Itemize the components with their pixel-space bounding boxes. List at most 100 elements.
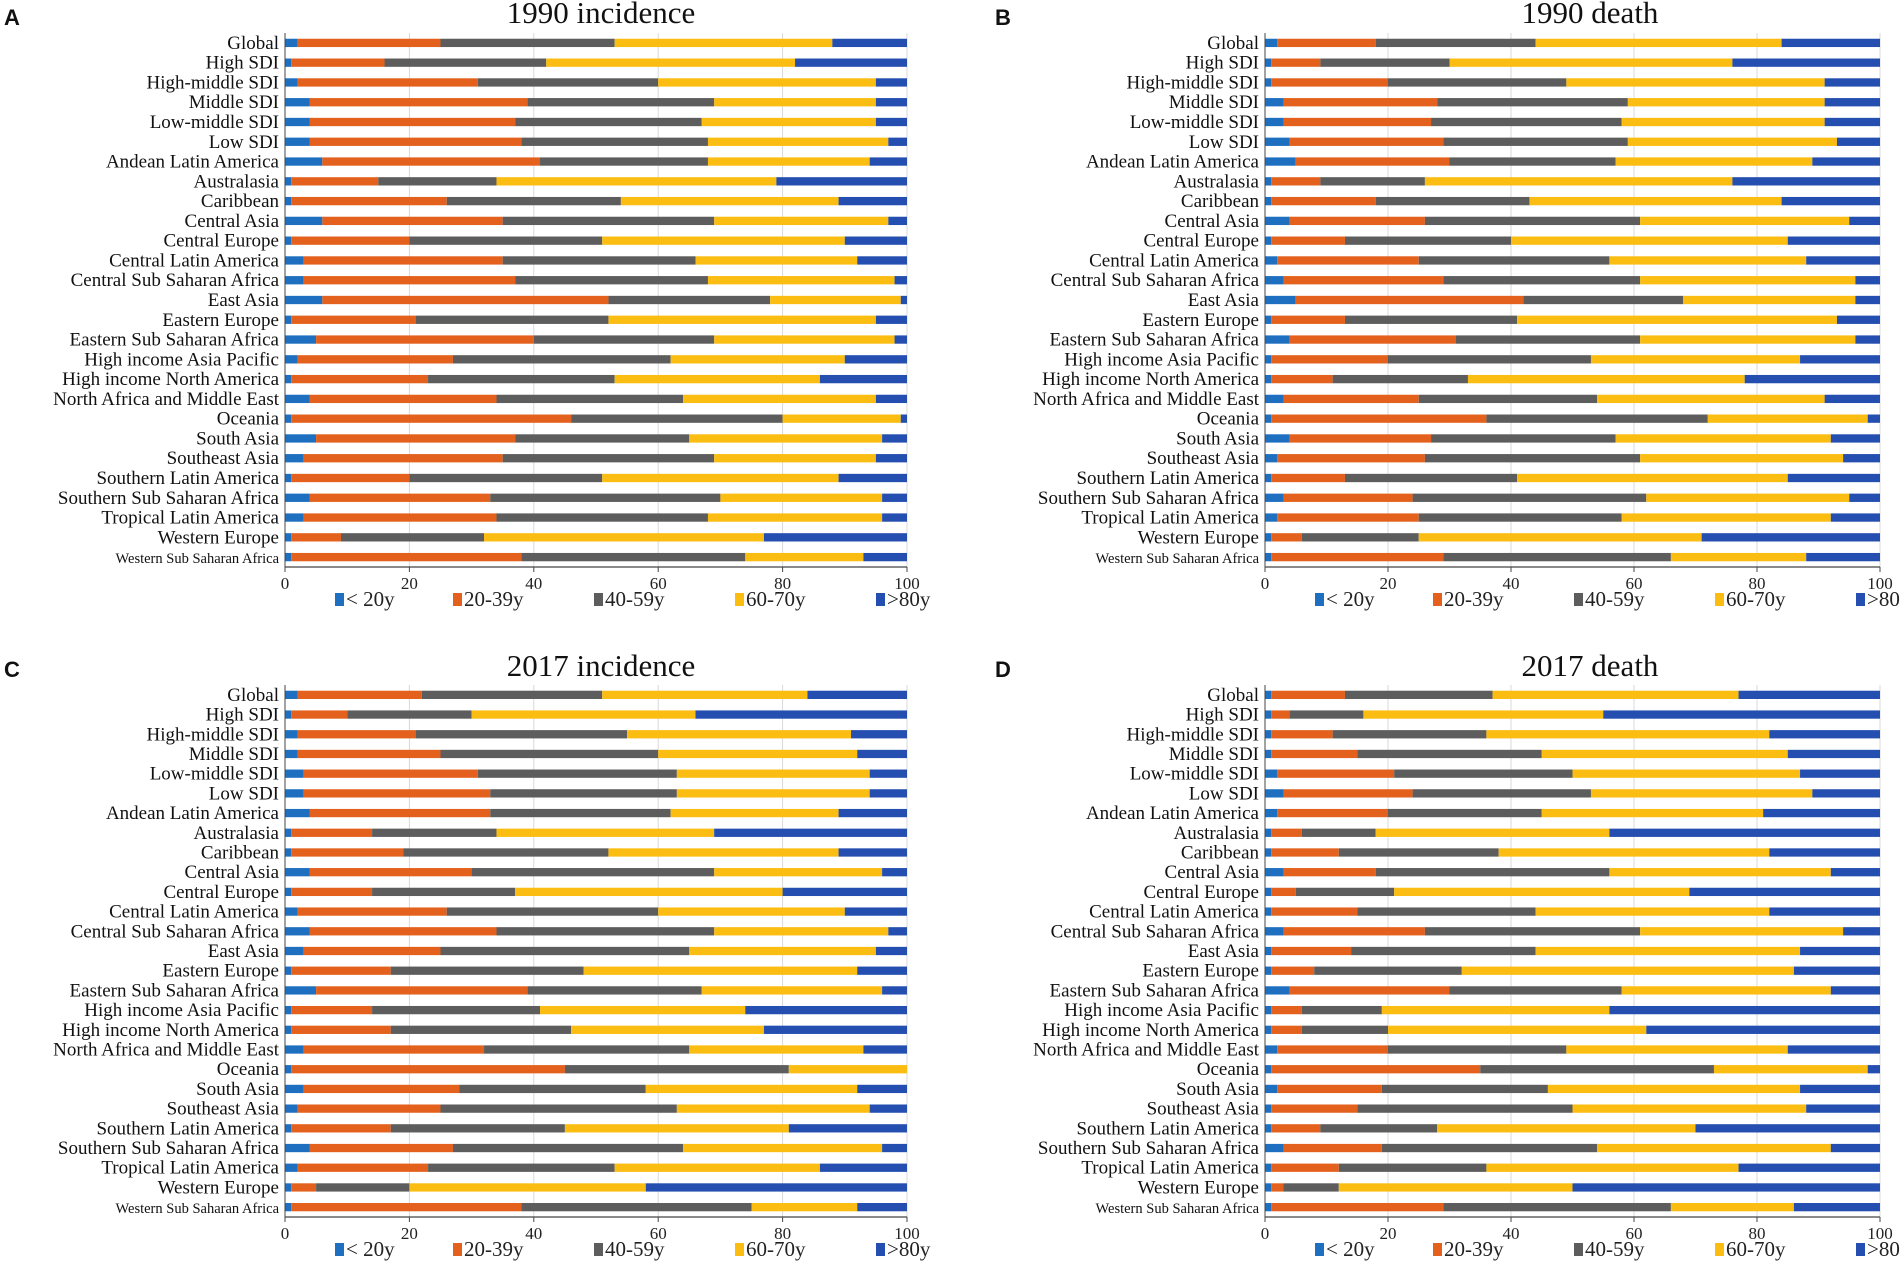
tick-label-a-1: 20: [401, 574, 418, 593]
legend-swatch-c-60-70y: [735, 1243, 744, 1256]
bar-b-australasia-80y: [1732, 177, 1880, 186]
bar-d-western-sub-saharan-africa-60-70y: [1670, 1203, 1794, 1212]
tick-label-b-4: 80: [1749, 574, 1766, 593]
legend-swatch-a-20-39y: [453, 593, 462, 606]
category-label-b-central-sub-saharan-africa: Central Sub Saharan Africa: [1051, 270, 1260, 291]
bar-b-low-sdi-80y: [1836, 137, 1880, 146]
legend-label-a-2: 40-59y: [605, 587, 665, 611]
bar-b-high-income-north-america-20-39y: [1271, 374, 1333, 384]
bar-d-south-asia-20-39y: [1277, 1084, 1382, 1094]
bar-b-western-europe-40-59y: [1301, 533, 1419, 542]
bar-b-southern-sub-saharan-africa-60-70y: [1646, 493, 1850, 502]
bar-c-central-sub-saharan-africa-40-59y: [496, 927, 715, 936]
legend-swatch-d-20y: [1315, 1243, 1324, 1256]
bar-c-eastern-sub-saharan-africa-20-39y: [316, 986, 528, 995]
bar-d-eastern-sub-saharan-africa-20-39y: [1289, 986, 1450, 995]
bar-a-southern-latin-america-40-59y: [409, 473, 603, 483]
bar-d-western-sub-saharan-africa-20y: [1265, 1203, 1272, 1212]
bar-a-tropical-latin-america-80y: [882, 513, 907, 522]
bar-c-east-asia-60-70y: [689, 946, 876, 956]
bar-c-central-europe-20-39y: [291, 887, 373, 897]
bar-c-tropical-latin-america-20y: [285, 1163, 298, 1172]
bar-b-tropical-latin-america-40-59y: [1418, 513, 1622, 522]
bar-d-oceania-80y: [1867, 1065, 1880, 1074]
bar-a-andean-latin-america-40-59y: [540, 157, 708, 166]
bar-d-low-middle-sdi-20y: [1265, 769, 1278, 778]
bar-b-central-latin-america-60-70y: [1609, 256, 1807, 265]
bar-d-australasia-40-59y: [1301, 828, 1376, 837]
bar-d-oceania-20-39y: [1271, 1065, 1481, 1074]
bar-b-high-income-north-america-60-70y: [1467, 374, 1745, 384]
bar-b-south-asia-20-39y: [1289, 434, 1432, 443]
bar-d-central-asia-80y: [1830, 868, 1880, 877]
bar-c-global-20y: [285, 690, 298, 699]
bar-b-high-sdi-80y: [1732, 58, 1880, 67]
bar-b-eastern-europe-80y: [1836, 315, 1880, 324]
bar-a-central-sub-saharan-africa-20y: [285, 276, 304, 285]
bar-b-middle-sdi-20y: [1265, 98, 1284, 107]
bar-d-central-europe-60-70y: [1394, 887, 1690, 897]
bar-a-central-europe-20-39y: [291, 236, 410, 245]
bar-b-middle-sdi-60-70y: [1627, 98, 1825, 107]
legend-swatch-c-20y: [335, 1243, 344, 1256]
panel-letter-a: A: [4, 5, 20, 30]
category-label-b-southern-sub-saharan-africa: Southern Sub Saharan Africa: [1038, 488, 1260, 509]
bar-b-low-middle-sdi-40-59y: [1431, 117, 1622, 127]
category-label-a-south-asia: South Asia: [196, 428, 279, 449]
legend-swatch-b-20y: [1315, 593, 1324, 606]
bar-c-central-latin-america-60-70y: [658, 907, 845, 916]
bar-d-east-asia-60-70y: [1535, 946, 1801, 956]
bar-c-southeast-asia-80y: [869, 1104, 907, 1113]
bar-b-oceania-80y: [1867, 414, 1880, 423]
bar-c-caribbean-60-70y: [608, 848, 839, 857]
bar-b-eastern-europe-40-59y: [1344, 315, 1518, 324]
category-label-b-australasia: Australasia: [1174, 171, 1260, 192]
bar-d-north-africa-and-middle-east-20y: [1265, 1045, 1278, 1054]
category-label-a-middle-sdi: Middle SDI: [189, 92, 279, 113]
category-label-d-western-sub-saharan-africa: Western Sub Saharan Africa: [1095, 1201, 1259, 1217]
bar-d-low-sdi-80y: [1812, 789, 1880, 798]
bar-a-central-asia-40-59y: [502, 216, 715, 226]
bar-a-east-asia-60-70y: [770, 295, 901, 305]
bar-d-western-europe-40-59y: [1283, 1183, 1339, 1192]
bar-b-eastern-europe-20y: [1265, 315, 1272, 324]
category-label-c-eastern-sub-saharan-africa: Eastern Sub Saharan Africa: [70, 980, 280, 1001]
bar-d-tropical-latin-america-20-39y: [1271, 1163, 1339, 1172]
tick-label-b-0: 0: [1261, 574, 1270, 593]
bar-b-low-sdi-60-70y: [1627, 137, 1837, 146]
bar-d-global-20y: [1265, 690, 1272, 699]
bar-b-central-europe-80y: [1787, 236, 1880, 245]
bar-b-caribbean-60-70y: [1529, 196, 1782, 206]
category-label-a-high-middle-sdi: High-middle SDI: [147, 72, 279, 93]
bar-b-southern-sub-saharan-africa-20-39y: [1283, 493, 1413, 502]
bar-d-western-sub-saharan-africa-20-39y: [1271, 1203, 1444, 1212]
bar-b-southern-latin-america-80y: [1787, 473, 1880, 483]
tick-label-a-4: 80: [774, 574, 791, 593]
category-label-d-eastern-sub-saharan-africa: Eastern Sub Saharan Africa: [1050, 980, 1260, 1001]
tick-label-b-2: 40: [1503, 574, 1520, 593]
bar-b-high-middle-sdi-40-59y: [1388, 78, 1567, 87]
bar-d-andean-latin-america-20-39y: [1277, 808, 1388, 818]
bar-c-australasia-60-70y: [496, 828, 715, 837]
category-label-c-east-asia: East Asia: [208, 941, 280, 962]
bar-a-high-middle-sdi-60-70y: [658, 78, 876, 87]
bar-d-high-income-asia-pacific-40-59y: [1301, 1005, 1382, 1015]
category-label-d-high-sdi: High SDI: [1186, 705, 1259, 726]
bar-b-australasia-40-59y: [1320, 177, 1425, 186]
bar-c-central-europe-60-70y: [515, 887, 783, 897]
bar-a-global-40-59y: [440, 38, 615, 48]
bar-c-central-sub-saharan-africa-80y: [888, 927, 907, 936]
category-label-a-southern-sub-saharan-africa: Southern Sub Saharan Africa: [58, 488, 280, 509]
legend-swatch-a-60-70y: [735, 593, 744, 606]
bar-c-eastern-europe-40-59y: [390, 966, 584, 975]
bar-d-oceania-20y: [1265, 1065, 1272, 1074]
bar-d-andean-latin-america-80y: [1763, 808, 1880, 818]
bar-c-central-latin-america-20y: [285, 907, 298, 916]
bar-a-high-sdi-40-59y: [384, 58, 547, 67]
bar-a-middle-sdi-80y: [875, 98, 907, 107]
bar-a-central-asia-20y: [285, 216, 323, 226]
bar-c-east-asia-20-39y: [303, 946, 441, 956]
bar-b-tropical-latin-america-20y: [1265, 513, 1278, 522]
bar-c-western-sub-saharan-africa-60-70y: [751, 1203, 858, 1212]
